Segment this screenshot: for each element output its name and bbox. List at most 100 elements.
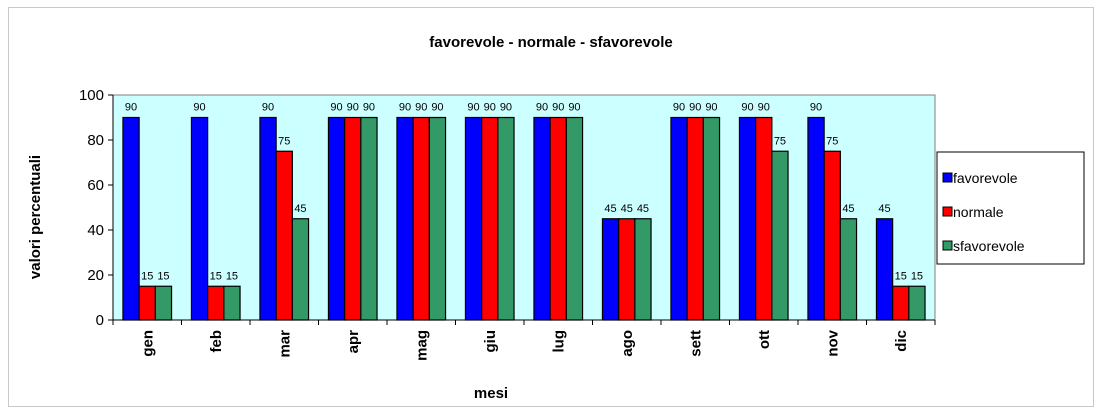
data-label: 45 xyxy=(294,203,306,215)
data-label: 90 xyxy=(741,102,753,114)
bar-sfavorevole-ott xyxy=(771,150,789,321)
bar-normale-sett xyxy=(686,116,704,321)
data-label: 75 xyxy=(774,135,786,147)
y-tick-label: 60 xyxy=(87,177,104,194)
plot-area: 0 20 40 60 80 100 90 15 15 gen 90 15 15 feb 90 75 45 mar 9… xyxy=(79,87,936,361)
bar-normale-ago xyxy=(618,218,636,321)
x-tick-label: gen xyxy=(139,330,156,357)
bar-favorevole-feb xyxy=(190,116,209,321)
y-tick-label: 80 xyxy=(87,132,104,149)
bar-normale-ott xyxy=(755,116,773,321)
bar-favorevole-ago xyxy=(601,218,620,321)
x-tick-label: lug xyxy=(550,330,567,353)
legend: favorevole normale sfavorevole xyxy=(936,151,1085,265)
y-tick-label: 100 xyxy=(79,87,104,104)
chart-title: favorevole - normale - sfavorevole xyxy=(429,34,672,51)
chart-frame: favorevole - normale - sfavorevole 0 20 40… xyxy=(8,7,1094,407)
legend-swatch-sfavorevole xyxy=(942,240,953,251)
data-label: 15 xyxy=(911,270,923,282)
bar-sfavorevole-lug xyxy=(565,116,584,321)
data-label: 90 xyxy=(673,102,685,114)
data-label: 90 xyxy=(484,102,496,114)
x-tick-label: dic xyxy=(893,330,910,352)
x-tick-label: mag xyxy=(413,330,430,361)
data-label: 90 xyxy=(705,102,717,114)
legend-label-normale: normale xyxy=(953,204,1004,220)
data-label: 90 xyxy=(347,102,359,114)
x-axis-title: mesi xyxy=(474,385,508,402)
bar-sfavorevole-ago xyxy=(634,218,652,321)
bar-sfavorevole-apr xyxy=(360,116,378,321)
bar-normale-giu xyxy=(481,116,499,321)
data-label: 15 xyxy=(210,270,222,282)
bar-sfavorevole-giu xyxy=(497,116,515,321)
y-tick-label: 40 xyxy=(87,222,104,239)
bar-favorevole-mar xyxy=(259,116,277,321)
data-label: 45 xyxy=(621,203,633,215)
data-label: 45 xyxy=(604,203,616,215)
bar-normale-dic xyxy=(892,285,910,321)
x-tick-label: nov xyxy=(824,329,841,356)
bar-sfavorevole-mar xyxy=(291,218,310,321)
bar-normale-nov xyxy=(823,150,841,321)
data-label: 90 xyxy=(415,102,427,114)
x-tick-label: sett xyxy=(687,330,704,357)
data-label: 90 xyxy=(262,102,274,114)
bar-sfavorevole-dic xyxy=(908,285,926,321)
y-tick-label: 0 xyxy=(96,312,104,329)
legend-label-favorevole: favorevole xyxy=(953,170,1018,186)
bar-sfavorevole-gen xyxy=(154,285,173,321)
data-label: 90 xyxy=(330,102,342,114)
legend-box xyxy=(936,151,1085,265)
x-tick-label: ott xyxy=(756,330,773,349)
bar-sfavorevole-nov xyxy=(839,218,858,321)
x-tick-label: apr xyxy=(345,330,362,354)
data-label: 90 xyxy=(758,102,770,114)
data-label: 90 xyxy=(552,102,564,114)
data-label: 75 xyxy=(278,135,290,147)
plot-background xyxy=(112,94,936,321)
bar-sfavorevole-mag xyxy=(428,116,447,321)
bar-favorevole-nov xyxy=(807,116,825,321)
bar-favorevole-sett xyxy=(670,116,688,321)
bar-sfavorevole-sett xyxy=(702,116,721,321)
x-tick-label: mar xyxy=(276,330,293,358)
bar-normale-mar xyxy=(275,150,293,321)
bar-chart: favorevole - normale - sfavorevole 0 20 40… xyxy=(27,34,1085,402)
data-label: 90 xyxy=(500,102,512,114)
x-tick-label: giu xyxy=(482,330,499,353)
data-label: 90 xyxy=(399,102,411,114)
bar-normale-apr xyxy=(344,116,362,321)
data-label: 90 xyxy=(568,102,580,114)
bar-normale-lug xyxy=(549,116,567,321)
bar-normale-gen xyxy=(138,285,156,321)
x-tick-label: ago xyxy=(619,330,636,357)
data-label: 90 xyxy=(810,102,822,114)
data-label: 90 xyxy=(431,102,443,114)
bar-normale-mag xyxy=(412,116,430,321)
bar-sfavorevole-feb xyxy=(223,285,241,321)
bar-normale-feb xyxy=(207,285,225,321)
x-tick-label: feb xyxy=(208,330,225,353)
data-label: 45 xyxy=(842,203,854,215)
data-label: 75 xyxy=(826,135,838,147)
data-label: 45 xyxy=(637,203,649,215)
data-label: 15 xyxy=(157,270,169,282)
bar-favorevole-dic xyxy=(875,218,894,321)
bar-favorevole-ott xyxy=(738,116,757,321)
y-tick-label: 20 xyxy=(87,267,104,284)
bar-favorevole-lug xyxy=(533,116,551,321)
data-label: 45 xyxy=(878,203,890,215)
data-label: 90 xyxy=(125,102,137,114)
data-label: 15 xyxy=(141,270,153,282)
data-label: 15 xyxy=(895,270,907,282)
data-label: 90 xyxy=(467,102,479,114)
bar-favorevole-gen xyxy=(122,116,140,321)
bar-favorevole-mag xyxy=(396,116,414,321)
data-label: 90 xyxy=(689,102,701,114)
y-axis-title: valori percentuali xyxy=(27,155,44,279)
data-label: 90 xyxy=(363,102,375,114)
legend-swatch-normale xyxy=(942,206,953,217)
bar-favorevole-apr xyxy=(327,116,346,321)
data-label: 90 xyxy=(193,102,205,114)
